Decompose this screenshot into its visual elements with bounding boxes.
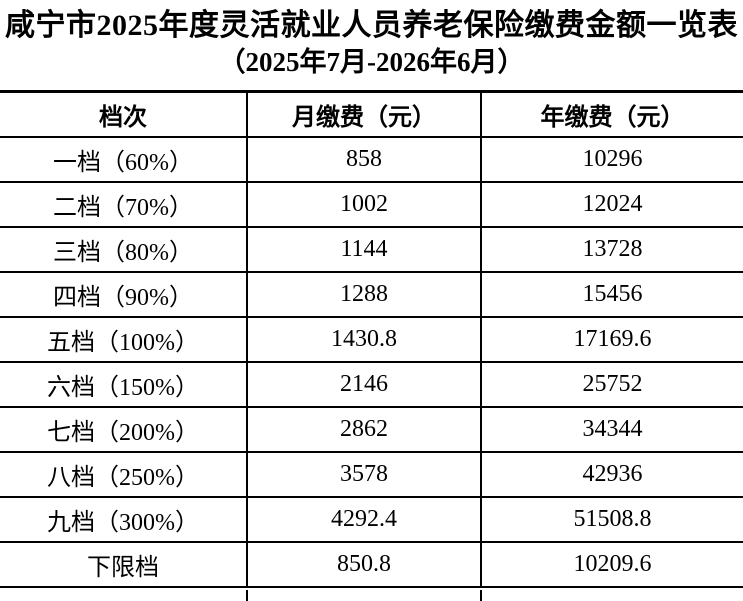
yearly-fee-cell: 51508.8 xyxy=(480,496,743,542)
table-row: 六档（150%） 2146 25752 xyxy=(0,361,743,407)
yearly-fee-cell: 10209.6 xyxy=(480,541,743,588)
tier-cell: 三档（80%） xyxy=(0,226,247,272)
page-subtitle: （2025年7月-2026年6月） xyxy=(218,47,525,77)
pension-fee-table: 档次 月缴费（元） 年缴费（元） 一档（60%） 858 10296 二档（70%） 1… xyxy=(0,90,743,588)
yearly-fee-cell: 25752 xyxy=(480,361,743,407)
table-row: 三档（80%） 1144 13728 xyxy=(0,226,743,272)
yearly-fee-cell: 10296 xyxy=(480,136,743,182)
column-header-tier: 档次 xyxy=(0,90,247,137)
tier-cell: 一档（60%） xyxy=(0,136,247,182)
yearly-fee-cell: 42936 xyxy=(480,451,743,497)
table-row: 八档（250%） 3578 42936 xyxy=(0,451,743,497)
monthly-fee-cell: 2146 xyxy=(246,361,481,407)
table-row: 五档（100%） 1430.8 17169.6 xyxy=(0,316,743,362)
monthly-fee-cell: 858 xyxy=(246,136,481,182)
table-row: 七档（200%） 2862 34344 xyxy=(0,406,743,452)
monthly-fee-cell: 2862 xyxy=(246,406,481,452)
monthly-fee-cell: 1288 xyxy=(246,271,481,317)
table-grid-stub-left xyxy=(246,590,248,601)
tier-cell: 七档（200%） xyxy=(0,406,247,452)
tier-cell: 二档（70%） xyxy=(0,181,247,227)
tier-cell: 八档（250%） xyxy=(0,451,247,497)
table-header-row: 档次 月缴费（元） 年缴费（元） xyxy=(0,90,743,137)
tier-cell: 六档（150%） xyxy=(0,361,247,407)
yearly-fee-cell: 34344 xyxy=(480,406,743,452)
table-row: 九档（300%） 4292.4 51508.8 xyxy=(0,496,743,542)
monthly-fee-cell: 3578 xyxy=(246,451,481,497)
monthly-fee-cell: 850.8 xyxy=(246,541,481,588)
table-row: 四档（90%） 1288 15456 xyxy=(0,271,743,317)
monthly-fee-cell: 1002 xyxy=(246,181,481,227)
column-header-yearly-fee: 年缴费（元） xyxy=(480,90,743,137)
tier-cell: 下限档 xyxy=(0,541,247,588)
yearly-fee-cell: 15456 xyxy=(480,271,743,317)
table-row: 下限档 850.8 10209.6 xyxy=(0,541,743,588)
table-grid-stub-right xyxy=(480,590,482,601)
tier-cell: 四档（90%） xyxy=(0,271,247,317)
yearly-fee-cell: 13728 xyxy=(480,226,743,272)
page-title: 咸宁市2025年度灵活就业人员养老保险缴费金额一览表 xyxy=(5,9,738,42)
yearly-fee-cell: 12024 xyxy=(480,181,743,227)
monthly-fee-cell: 1430.8 xyxy=(246,316,481,362)
tier-cell: 九档（300%） xyxy=(0,496,247,542)
column-header-monthly-fee: 月缴费（元） xyxy=(246,90,481,137)
monthly-fee-cell: 4292.4 xyxy=(246,496,481,542)
tier-cell: 五档（100%） xyxy=(0,316,247,362)
yearly-fee-cell: 17169.6 xyxy=(480,316,743,362)
table-row: 二档（70%） 1002 12024 xyxy=(0,181,743,227)
table-row: 一档（60%） 858 10296 xyxy=(0,136,743,182)
monthly-fee-cell: 1144 xyxy=(246,226,481,272)
